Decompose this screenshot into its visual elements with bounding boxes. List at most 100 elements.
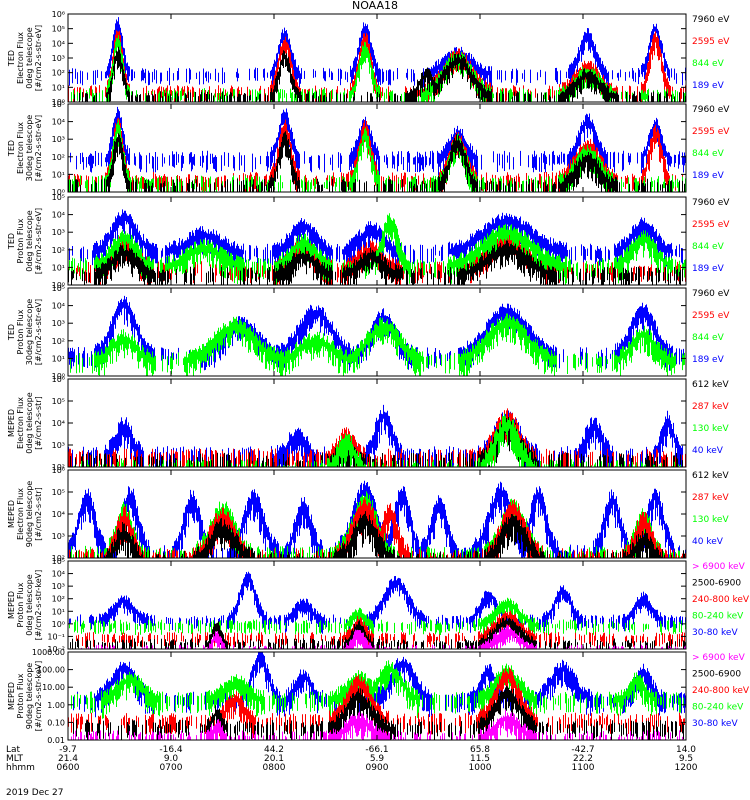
y-axis-label-line: MEPED <box>7 591 16 619</box>
x-tick-label: 21.4 <box>58 754 78 764</box>
y-tick-label: 10⁶ <box>52 375 65 384</box>
y-axis-label-line: Proton Flux <box>16 309 25 354</box>
series-1-trace <box>70 313 685 376</box>
y-tick-label: 1000.00 <box>32 648 65 657</box>
legend-entry: 240-800 keV <box>692 686 750 696</box>
legend-entry: 844 eV <box>692 333 725 343</box>
y-tick-label: 10² <box>52 153 65 162</box>
y-axis-label-line: TED <box>7 324 16 341</box>
x-tick-label: 1000 <box>469 763 492 773</box>
y-tick-label: 10⁴ <box>52 419 65 428</box>
y-tick-label: 1.00 <box>47 701 65 710</box>
x-tick-label: 0600 <box>57 763 80 773</box>
legend-entry: 30-80 keV <box>692 719 738 729</box>
series-3-trace <box>74 413 684 467</box>
y-tick-label: 10² <box>52 595 65 604</box>
y-tick-label: 10¹ <box>52 83 65 92</box>
y-tick-label: 10⁴ <box>52 211 65 220</box>
y-tick-label: 10⁰ <box>52 188 65 197</box>
x-tick-label: 20.1 <box>264 754 284 764</box>
panel-frame <box>67 560 687 650</box>
footer-row-label: MLT <box>6 754 24 764</box>
legend-entry: 2500-6900 <box>692 579 741 589</box>
legend-entry: 7960 eV <box>692 15 730 25</box>
y-tick-label: 10⁴ <box>52 302 65 311</box>
y-tick-label: 10² <box>52 246 65 255</box>
legend-entry: 240-800 keV <box>692 595 750 605</box>
y-axis-label-line: 0deg telescope <box>25 210 34 271</box>
series-1-trace <box>69 597 686 639</box>
legend-entry: 40 keV <box>692 446 724 456</box>
y-tick-label: 10² <box>52 554 65 563</box>
y-axis-label-line: 90deg telescope <box>25 663 34 730</box>
series-group <box>68 404 686 467</box>
x-tick-label: 0700 <box>160 763 183 773</box>
y-axis-label-line: [#/cm2-s-str] <box>34 487 43 540</box>
series-4-trace <box>81 624 686 649</box>
y-axis-label-line: MEPED <box>7 500 16 528</box>
legend-entry: 2500-6900 <box>692 670 741 680</box>
y-tick-label: 100.00 <box>37 666 65 675</box>
panel-2: 10⁰ 10¹ 10² 10³ 10⁴ 10⁵ TED Electron Flux 30deg … <box>7 100 730 197</box>
x-tick-label: -42.7 <box>571 745 594 755</box>
x-tick-label: -16.4 <box>159 745 183 755</box>
y-axis-label-line: [#/cm2-s-str-eV] <box>34 208 43 274</box>
y-tick-label: 10⁶ <box>52 10 65 19</box>
x-tick-label: -9.7 <box>59 745 77 755</box>
y-axis-label-line: TED <box>7 233 16 250</box>
y-axis-label-line: Proton Flux <box>16 582 25 627</box>
y-axis-label-line: 0deg telescope <box>25 392 34 453</box>
panel-4: 10⁰ 10¹ 10² 10³ 10⁴ 10⁵ TED Proton Flux 30deg te… <box>7 284 730 381</box>
x-tick-label: 1100 <box>572 763 595 773</box>
legend-entry: 844 eV <box>692 242 725 252</box>
y-tick-label: 10² <box>52 337 65 346</box>
series-3-trace <box>70 616 686 649</box>
y-tick-label: 10⁴ <box>52 118 65 127</box>
legend-entry: 189 eV <box>692 264 725 274</box>
y-axis-label-line: 90deg telescope <box>25 481 34 548</box>
legend-entry: 844 eV <box>692 59 725 69</box>
y-tick-label: 10¹ <box>52 354 65 363</box>
y-tick-label: 10³ <box>52 441 65 450</box>
x-tick-label: 5.9 <box>370 754 385 764</box>
y-axis-label-line: 0deg telescope <box>25 574 34 635</box>
y-tick-label: 0.10 <box>47 718 65 727</box>
legend-entry: 7960 eV <box>692 198 730 208</box>
y-tick-label: 10⁻² <box>47 645 65 654</box>
legend-entry: 844 eV <box>692 149 725 159</box>
y-axis-label-line: Electron Flux <box>16 397 25 449</box>
series-group <box>68 209 686 285</box>
y-tick-label: 10³ <box>52 135 65 144</box>
series-group <box>68 295 685 376</box>
y-axis-label-line: 30deg telescope <box>25 115 34 182</box>
y-axis-label-line: [#/cm2-s-str-eV] <box>34 299 43 365</box>
legend-entry: 2595 eV <box>692 37 730 47</box>
legend-entry: 30-80 keV <box>692 628 738 638</box>
series-3-trace <box>70 511 685 558</box>
legend-entry: 80-240 keV <box>692 703 744 713</box>
legend-entry: 612 keV <box>692 471 729 481</box>
y-tick-label: 10¹ <box>52 607 65 616</box>
panel-8: 0.01 0.10 1.00 10.00 100.00 1000.00 MEPED Proto… <box>7 648 750 745</box>
legend-entry: 40 keV <box>692 537 724 547</box>
y-tick-label: 10⁴ <box>52 510 65 519</box>
page-title: NOAA18 <box>351 0 399 12</box>
legend-entry: 287 keV <box>692 493 729 503</box>
y-tick-label: 0.01 <box>47 736 65 745</box>
series-0-trace <box>70 106 686 178</box>
legend-entry: > 6900 keV <box>692 562 746 572</box>
y-tick-label: 10⁵ <box>52 284 65 293</box>
y-tick-label: 10⁰ <box>52 98 65 107</box>
x-tick-label: 9.0 <box>164 754 179 764</box>
legend-entry: 287 keV <box>692 402 729 412</box>
legend-entry: 2595 eV <box>692 311 730 321</box>
series-group <box>68 480 686 558</box>
y-tick-label: 10² <box>52 69 65 78</box>
x-tick-label: 0800 <box>263 763 286 773</box>
panel-3: 10⁰ 10¹ 10² 10³ 10⁴ 10⁵ TED Proton Flux 0deg tel… <box>7 193 730 290</box>
y-tick-label: 10³ <box>52 319 65 328</box>
legend-entry: 80-240 keV <box>692 612 744 622</box>
y-tick-label: 10¹ <box>52 263 65 272</box>
legend-entry: > 6900 keV <box>692 653 746 663</box>
